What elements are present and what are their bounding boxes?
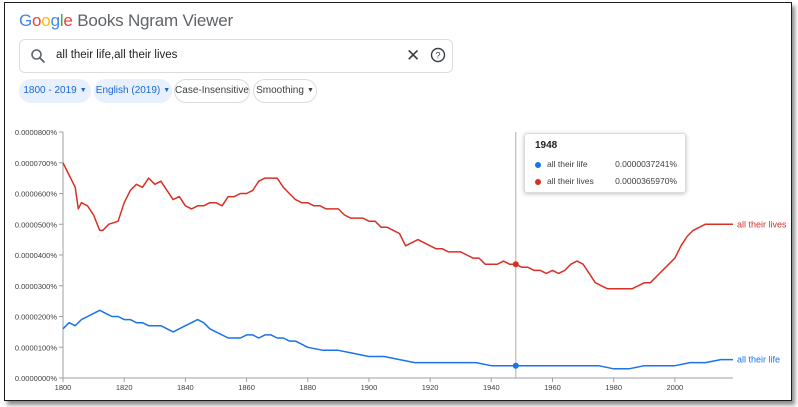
x-tick-label: 1900	[361, 383, 378, 392]
smoothing-dropdown[interactable]: Smoothing ▼	[253, 79, 317, 103]
search-box[interactable]: all their life,all their lives ✕ ?	[19, 39, 453, 73]
caret-down-icon: ▼	[306, 87, 314, 94]
tooltip-series-value: 0.0000365970%	[615, 176, 677, 186]
x-tick-label: 2000	[667, 383, 684, 392]
smoothing-label: Smoothing	[256, 85, 304, 96]
y-tick-label: 0.0000400%	[15, 251, 57, 260]
caret-down-icon: ▼	[163, 87, 171, 94]
year-range-label: 1800 - 2019	[23, 85, 77, 96]
case-label: Case-Insensitive	[175, 85, 249, 96]
y-tick-label: 0.0000000%	[15, 374, 57, 383]
hover-point	[512, 261, 519, 268]
app-logo[interactable]: Google Books Ngram Viewer	[19, 11, 233, 31]
logo-letter: o	[41, 11, 51, 30]
y-tick-label: 0.0000800%	[15, 128, 57, 137]
ngram-chart[interactable]: 0.0000000% 0.0000100% 0.0000200% 0.0000300%…	[0, 120, 798, 395]
search-input[interactable]: all their life,all their lives	[56, 49, 178, 61]
tooltip-series-name: all their life	[547, 159, 588, 169]
y-tick-label: 0.0000600%	[15, 190, 57, 199]
series-label: all their life	[737, 355, 780, 365]
window-frame: Google Books Ngram Viewer all their life…	[4, 2, 792, 401]
hover-tooltip: 1948 all their life 0.0000037241% all th…	[524, 133, 686, 193]
x-tick-label: 1880	[299, 383, 316, 392]
y-tick-label: 0.0000100%	[15, 343, 57, 352]
corpus-dropdown[interactable]: English (2019) ▼	[94, 79, 172, 103]
logo-letter: e	[63, 11, 73, 30]
series-line[interactable]	[62, 162, 733, 290]
search-icon[interactable]	[30, 48, 46, 64]
tooltip-series-name: all their lives	[547, 176, 594, 186]
series-dot-icon	[535, 162, 541, 168]
hover-point	[512, 362, 519, 369]
series-line[interactable]	[62, 309, 733, 370]
x-tick-label: 1820	[116, 383, 133, 392]
y-tick-label: 0.0000200%	[15, 313, 57, 322]
caret-down-icon: ▼	[79, 87, 87, 94]
svg-text:?: ?	[435, 51, 440, 61]
corpus-label: English (2019)	[95, 85, 161, 96]
x-tick-label: 1980	[605, 383, 622, 392]
tooltip-year: 1948	[535, 140, 558, 151]
x-tick-label: 1800	[55, 383, 72, 392]
x-tick-label: 1960	[544, 383, 561, 392]
tooltip-row-life: all their life 0.0000037241%	[535, 159, 681, 171]
year-range-dropdown[interactable]: 1800 - 2019 ▼	[19, 79, 91, 103]
logo-title: Books Ngram Viewer	[72, 11, 233, 30]
x-tick-label: 1860	[238, 383, 255, 392]
case-insensitive-toggle[interactable]: Case-Insensitive	[174, 79, 250, 103]
y-tick-label: 0.0000300%	[15, 282, 57, 291]
x-tick-label: 1920	[422, 383, 439, 392]
close-icon[interactable]: ✕	[406, 46, 421, 65]
help-icon[interactable]: ?	[430, 47, 446, 63]
y-tick-label: 0.0000700%	[15, 159, 57, 168]
logo-letter: G	[19, 11, 33, 30]
y-tick-label: 0.0000500%	[15, 220, 57, 229]
logo-letter: g	[50, 11, 60, 30]
logo-letter: l	[59, 11, 64, 30]
tooltip-row-lives: all their lives 0.0000365970%	[535, 176, 681, 188]
x-tick-label: 1940	[483, 383, 500, 392]
x-tick-label: 1840	[177, 383, 194, 392]
tooltip-series-value: 0.0000037241%	[615, 159, 677, 169]
logo-google-text: Google	[19, 11, 73, 30]
series-dot-icon	[535, 179, 541, 185]
series-label: all their lives	[737, 219, 787, 229]
logo-letter: o	[32, 11, 42, 30]
